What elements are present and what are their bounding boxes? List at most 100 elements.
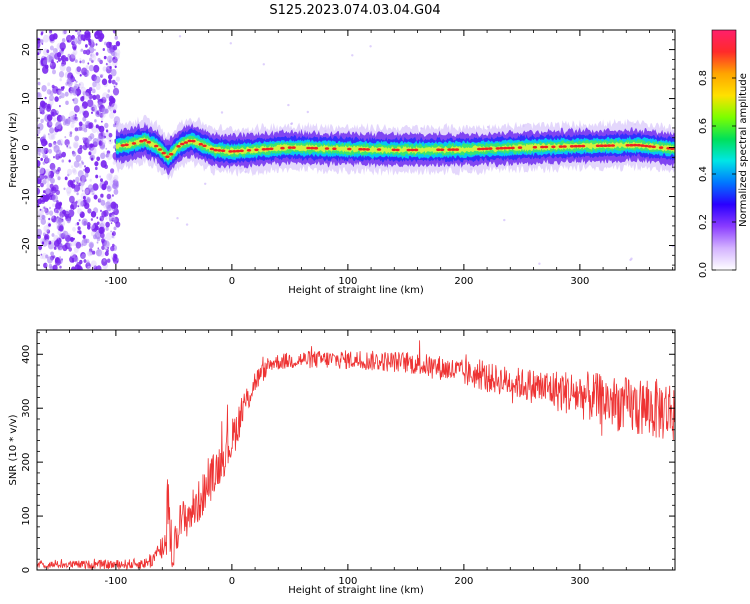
noise-point [37,40,41,49]
noise-point [78,111,82,115]
snr-plot-area [37,340,675,570]
noise-point [92,88,96,94]
noise-point [53,117,57,122]
noise-point [72,169,78,175]
noise-point [66,143,71,149]
noise-point [74,127,79,132]
noise-point [45,239,50,244]
noise-point [88,251,92,256]
noise-point [85,65,89,70]
noise-point [112,99,115,102]
noise-point [56,112,58,116]
ridge-peak [543,145,549,149]
ridge-peak [647,145,653,148]
noise-point [65,57,69,62]
y-tick-label: 400 [21,345,32,364]
noise-point [71,165,74,169]
noise-point [96,241,99,244]
noise-point [86,260,90,266]
y-tick-label: 0 [21,567,32,573]
ridge-peak [198,142,203,146]
noise-point [38,232,41,236]
noise-point [90,54,93,57]
ridge-peak [246,149,252,152]
ridge-peak [157,148,163,151]
noise-point [82,137,86,141]
noise-point [40,32,43,36]
noise-point [99,73,102,77]
noise-point [52,264,58,270]
spectral-ridge [115,114,675,180]
ridge-peak [209,147,215,151]
noise-point [53,156,55,159]
noise-point [87,208,92,214]
noise-point [61,159,65,163]
noise-point [37,52,40,56]
noise-point [86,222,91,227]
ridge-peak [603,144,608,147]
ridge-peak [599,144,604,147]
ridge-peak [191,139,196,143]
noise-point [113,85,116,88]
noise-point [40,118,44,124]
ridge-peak [658,146,664,149]
noise-point [114,65,117,69]
colorbar-ticks: 0.0 0.2 0.4 0.6 0.8 [698,70,736,278]
noise-point [81,189,84,192]
noise-point [79,49,82,53]
noise-point [66,145,68,148]
noise-point [57,176,61,181]
y-tick-label: -20 [21,237,32,253]
noise-point [77,226,81,231]
scatter-point [629,258,632,262]
noise-point [48,217,51,221]
noise-point [60,215,63,218]
x-tick-label: 300 [570,576,589,587]
ridge-peak [595,144,601,148]
noise-point [112,44,118,51]
noise-point [52,203,56,208]
ridge-peak [477,147,482,151]
noise-point [83,259,87,263]
noise-point [110,214,116,221]
noise-point [77,39,82,45]
noise-point [59,91,63,96]
noise-point [57,89,63,96]
noise-point [49,127,55,134]
noise-point [77,31,81,36]
ridge-peak [376,148,382,151]
noise-point [59,243,63,247]
ridge-peak [436,148,441,151]
noise-point [61,151,66,158]
noise-point [44,158,49,163]
noise-point [92,94,97,100]
noise-point [51,215,57,223]
noise-point [79,145,83,150]
noise-point [69,195,75,204]
noise-point [77,170,84,178]
noise-point [59,104,61,108]
noise-point [60,50,63,54]
noise-point [47,256,53,264]
noise-point [37,81,41,86]
noise-point [51,134,56,140]
noise-point [45,188,50,194]
noise-point [73,105,80,113]
noise-point [72,43,77,50]
scatter-point [262,63,265,66]
noise-point [112,87,120,96]
noise-point [67,168,73,176]
x-tick-label: 100 [338,276,357,287]
noise-point [50,177,55,184]
y-tick-label: 20 [21,43,32,56]
noise-point [92,138,99,145]
x-tick-label: 0 [229,576,235,587]
noise-point [84,167,88,171]
noise-point [60,54,67,62]
noise-point [85,44,88,48]
noise-point [76,66,82,73]
noise-point [54,208,60,216]
noise-point [54,96,59,102]
noise-point [91,106,95,112]
snr-panel: -100 0 100 200 300 0 100 200 300 400 Height of st… [8,329,676,596]
